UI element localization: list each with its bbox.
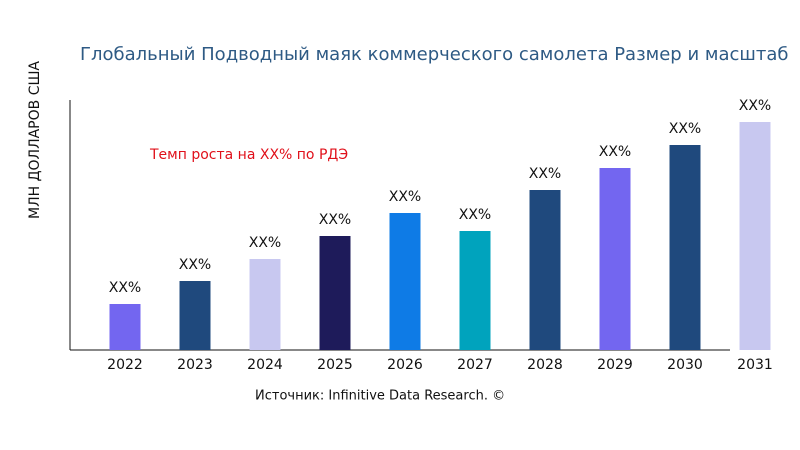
value-label: XX%: [669, 121, 701, 137]
value-label: XX%: [109, 280, 141, 296]
bar: [669, 145, 701, 350]
x-tick-label: 2025: [317, 357, 353, 373]
value-label: XX%: [319, 212, 351, 228]
bar: [109, 304, 141, 350]
value-label: XX%: [249, 235, 281, 251]
x-tick-label: 2024: [247, 357, 283, 373]
bar: [529, 190, 561, 350]
source: Источник: Infinitive Data Research. ©: [255, 389, 505, 404]
value-label: XX%: [459, 207, 491, 223]
chart-title: Глобальный Подводный маяк коммерческого …: [80, 44, 788, 65]
bar: [319, 236, 351, 350]
x-tick-label: 2027: [457, 357, 493, 373]
x-tick-label: 2029: [597, 357, 633, 373]
bar: [179, 281, 211, 350]
annotation: Темп роста на XX% по РДЭ: [149, 147, 348, 163]
bar: [459, 231, 491, 350]
y-axis-label: МЛН ДОЛЛАРОВ США: [27, 61, 43, 219]
bar: [739, 122, 771, 350]
bar: [599, 168, 631, 350]
bar: [389, 213, 421, 350]
x-tick-label: 2028: [527, 357, 563, 373]
x-tick-label: 2031: [737, 357, 773, 373]
value-label: XX%: [179, 257, 211, 273]
x-tick-label: 2022: [107, 357, 143, 373]
value-label: XX%: [389, 189, 421, 205]
x-tick-label: 2026: [387, 357, 423, 373]
value-label: XX%: [739, 98, 771, 114]
bar: [249, 259, 281, 350]
value-label: XX%: [599, 144, 631, 160]
x-tick-label: 2023: [177, 357, 213, 373]
value-label: XX%: [529, 166, 561, 182]
x-tick-label: 2030: [667, 357, 703, 373]
